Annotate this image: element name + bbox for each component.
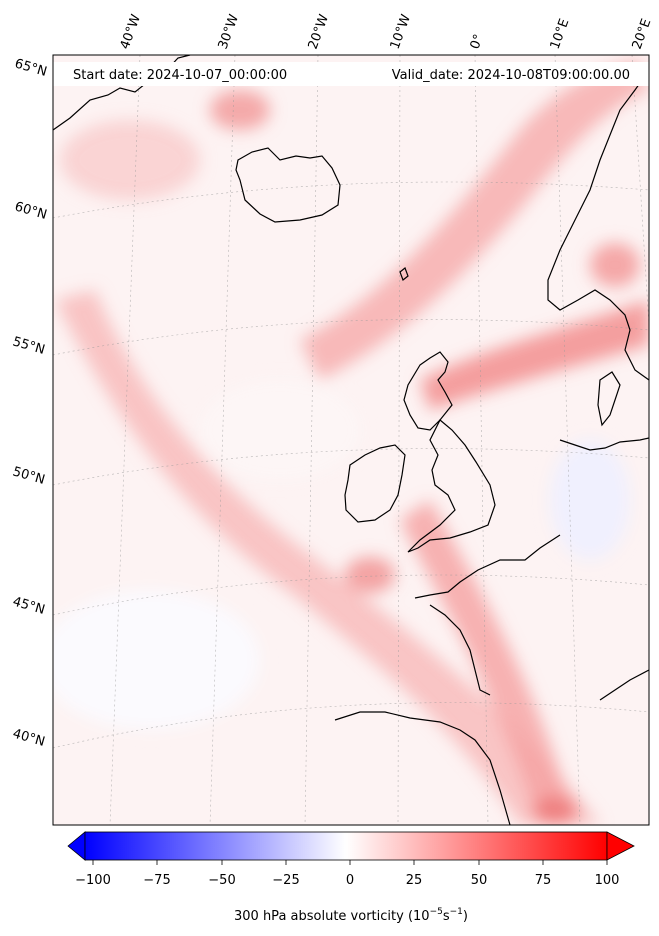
lat-label: 45°N	[11, 594, 47, 617]
lat-label: 50°N	[11, 464, 47, 487]
lon-label: 10°W	[388, 12, 414, 51]
vorticity-band-north-sea	[420, 300, 649, 410]
graticule-lat-45	[53, 574, 649, 616]
vorticity-blob-med	[533, 796, 577, 824]
colorbar-extend-min	[67, 831, 86, 861]
lon-label: 0°	[468, 32, 487, 51]
cb-tick-label: −50	[208, 873, 235, 888]
cb-tick-label: 25	[406, 873, 423, 888]
vorticity-blob-norway	[590, 243, 640, 287]
graticule-lon-40w	[109, 55, 141, 825]
graticule	[53, 55, 649, 825]
vorticity-band-west	[55, 290, 600, 825]
graticule-lon-10w	[397, 55, 401, 825]
longitude-labels: 40°W 30°W 20°W 10°W 0° 10°E 20°E	[118, 12, 655, 51]
cb-label-exp1: −5	[430, 907, 443, 917]
lat-label: 40°N	[11, 726, 47, 749]
cb-label-end: )	[463, 909, 468, 924]
coast-biscay	[429, 604, 491, 696]
coast-norway	[547, 69, 649, 381]
cb-tick-label: 100	[595, 873, 620, 888]
cb-label-main: 300 hPa absolute vorticity (10	[234, 909, 430, 924]
header-strip	[53, 62, 649, 86]
coast-scotland	[403, 351, 453, 431]
vorticity-negative-baltic	[550, 440, 630, 560]
cb-tick-label: −100	[75, 873, 111, 888]
lon-label: 40°W	[118, 12, 144, 51]
lon-label: 20°W	[306, 12, 332, 51]
lon-label: 10°E	[548, 17, 573, 52]
coast-france	[414, 534, 561, 599]
cb-tick-label: 50	[471, 873, 488, 888]
cb-tick-label: −25	[272, 873, 299, 888]
lat-label: 55°N	[11, 334, 47, 357]
lat-label: 60°N	[13, 199, 49, 222]
coast-iceland	[235, 147, 341, 223]
colorbar-body	[84, 831, 608, 861]
graticule-lon-10e	[554, 55, 581, 825]
graticule-lon-30w	[209, 55, 236, 825]
lat-label: 65°N	[13, 56, 49, 79]
vorticity-field	[53, 60, 649, 825]
coast-iberia	[334, 711, 511, 825]
colorbar-extend-max	[606, 831, 635, 861]
lon-label: 30°W	[216, 12, 242, 51]
coast-ireland	[344, 444, 406, 523]
cb-tick-label: −75	[143, 873, 170, 888]
colorbar-ticks	[92, 860, 608, 865]
coast-jutland-germany	[559, 437, 649, 451]
colorbar: −100 −75 −50 −25 0 25 50 75 100 300 hPa …	[67, 831, 635, 924]
lon-label: 20°E	[630, 17, 655, 52]
coast-faroes	[399, 267, 409, 281]
latitude-labels: 65°N 60°N 55°N 50°N 45°N 40°N	[11, 56, 49, 749]
graticule-lon-20w	[304, 55, 319, 825]
vorticity-blob-northwest	[60, 120, 200, 200]
vorticity-light-atlantic	[53, 590, 260, 730]
vorticity-band-jet	[300, 60, 649, 380]
map-frame	[52, 54, 650, 826]
cb-tick-label: 75	[535, 873, 552, 888]
vorticity-band-south	[400, 500, 575, 825]
cb-label-exp2: −1	[450, 907, 463, 917]
coast-denmark	[597, 371, 621, 427]
cb-tick-label: 0	[346, 873, 354, 888]
map-panel: Start date: 2024-10-07_00:00:00 Valid_da…	[53, 55, 649, 825]
graticule-lon-0	[474, 55, 489, 825]
coast-britain	[407, 419, 496, 553]
colorbar-label: 300 hPa absolute vorticity (10−5s−1)	[234, 907, 468, 924]
coastlines	[53, 55, 649, 825]
cb-label-mid: s	[443, 909, 450, 924]
coast-italy	[599, 669, 649, 701]
start-date-text: Start date: 2024-10-07_00:00:00	[73, 68, 287, 83]
valid-date-text: Valid_date: 2024-10-08T09:00:00.00	[392, 68, 630, 83]
graticule-lat-40	[53, 702, 649, 749]
vorticity-blob-biscay	[345, 557, 395, 593]
vorticity-light-mid	[200, 380, 360, 480]
vorticity-blob-iceland	[210, 90, 270, 130]
